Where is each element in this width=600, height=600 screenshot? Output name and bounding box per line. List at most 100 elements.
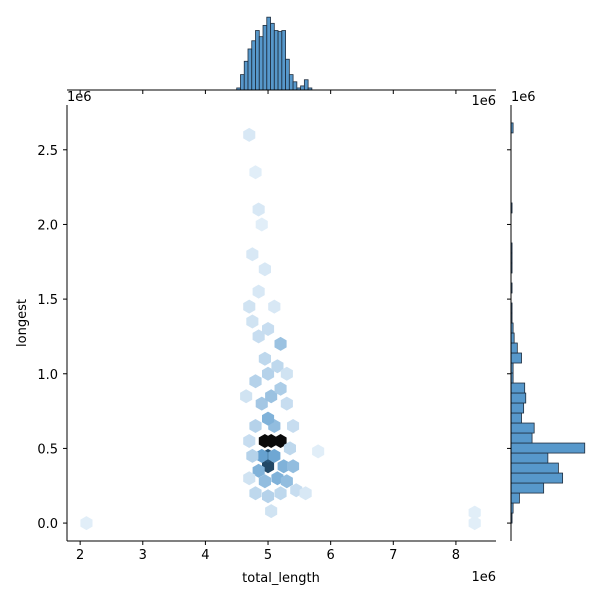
y-tick-label: 2.5 [37,144,58,159]
hexbin [268,299,281,314]
marginal-y-bar [510,432,533,444]
hexbin [246,314,259,329]
marginal-x-bar [281,30,286,91]
hexbin [274,336,287,351]
x-tick-label: 6 [327,548,335,563]
marginal-x-bar [292,81,298,91]
x-tick-label: 4 [201,548,209,563]
marginal-y-bar [510,492,520,504]
hexbin [262,411,275,426]
marginal-x-bar [266,16,271,91]
marginal-y-bar [510,342,518,354]
marginal-x-bar [270,22,275,91]
hexbin [280,396,293,411]
hexbin [468,516,481,531]
marginal-x-bar [240,74,245,91]
marginal-y-bar [510,472,564,484]
hexbin [274,486,287,501]
marginal-x-bar [255,30,260,91]
hexbin [255,396,268,411]
hexbin [280,474,293,489]
hexbin [265,504,278,519]
hexbin [287,419,300,433]
marginal-x-bar [262,24,268,91]
hexbin [249,165,262,180]
hexbin [271,359,284,374]
x-tick-label: 3 [139,548,147,563]
hexbin [252,329,265,344]
marginal-x-bar [243,60,249,91]
hexbin [240,389,253,404]
hexbin [262,322,275,336]
hexbin [249,374,262,389]
y-tick-label: 0.0 [37,517,58,532]
right-marginal-y-offset: 1e6 [511,90,536,105]
hexbin [246,448,259,463]
hexbin [283,441,296,456]
hexbin [243,127,256,142]
marginal-x-bar [247,48,253,91]
hexbin [252,284,265,299]
hexbin [287,459,300,474]
x-tick-label: 5 [264,548,272,563]
hexbin [280,366,293,381]
hexbin [312,444,325,459]
marginal-y-bar [510,442,586,454]
y-axis-label: longest [15,299,30,347]
hexbin [246,247,259,262]
marginal-y-bar [510,462,559,474]
marginal-y-bar [510,412,522,424]
hexbin [243,471,256,486]
x-axis-label: total_length [242,571,320,586]
marginal-x-bar [285,58,290,91]
marginal-y-bar [510,392,527,404]
hexbin [243,434,256,448]
hexbin [262,366,275,381]
y-tick-label: 1.0 [37,368,58,383]
hexbin [258,474,271,489]
marginal-x-bar [273,30,279,91]
hexbin [249,419,262,433]
marginal-y-bar [510,382,526,394]
marginal-x-bar [258,36,264,91]
marginal-x-bar [288,74,294,91]
marginal-x-bar [277,31,283,91]
hexbin [262,459,275,474]
hexbin [243,299,256,314]
hexbin [252,202,265,217]
hexbin [290,483,303,498]
x-tick-label: 7 [389,548,397,563]
hexbin [255,448,268,463]
hexbin [299,486,312,501]
y-tick-label: 1.5 [37,293,58,308]
x-offset: 1e6 [471,570,496,585]
y-offset: 1e6 [67,90,92,105]
hexbin [265,434,278,448]
x-tick-label: 8 [452,548,460,563]
y-tick-label: 0.5 [37,442,58,457]
y-tick-label: 2.0 [37,218,58,233]
marginal-y-bar [510,452,549,464]
x-tick-label: 2 [76,548,84,563]
hexbin [258,351,271,366]
marginal-y-bar [510,422,535,434]
hexbin [262,489,275,504]
hexbin [274,434,287,448]
marginal-y-bar [510,352,522,364]
hexbin [252,463,265,478]
marginal-x-bar [251,40,256,91]
hexbin [258,262,271,277]
hexbin [249,486,262,501]
hexbin [265,389,278,404]
marginal-x-bar [303,79,309,91]
hexbin [468,505,481,520]
hexbin [255,217,268,232]
hexbin [277,459,290,474]
hexbin [274,381,287,396]
marginal-y-bar [510,402,525,414]
hexbin [268,448,281,463]
hexbin [271,471,284,486]
top-marginal-x-offset: 1e6 [471,94,496,109]
